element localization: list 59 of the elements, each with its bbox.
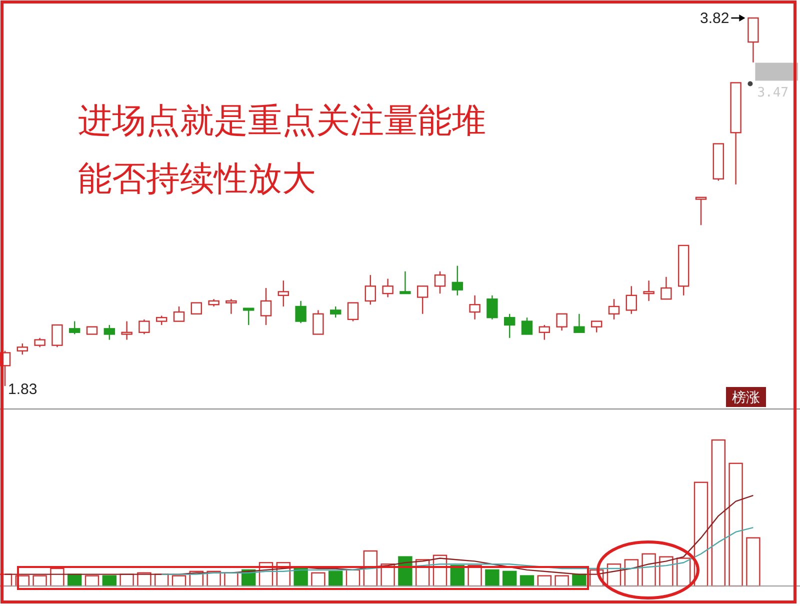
annotation: 3.82 [700, 10, 730, 27]
candlestick [330, 306, 342, 318]
bar [502, 570, 517, 587]
candlestick [486, 294, 498, 320]
candlestick [173, 306, 185, 322]
candlestick [16, 342, 28, 356]
candlestick [591, 320, 602, 333]
bar [711, 439, 726, 587]
candlestick [104, 324, 115, 340]
candlestick [138, 318, 150, 335]
bar [746, 537, 760, 587]
bar [311, 572, 326, 587]
candlestick [556, 313, 568, 332]
candlestick [364, 274, 376, 306]
candlestick [34, 337, 46, 348]
candlestick [52, 324, 63, 348]
bar [537, 575, 552, 587]
candlestick [434, 270, 446, 294]
candlestick [695, 196, 707, 226]
bar [32, 575, 47, 587]
text: 榜涨 [732, 390, 760, 406]
bar [554, 575, 569, 587]
bar [694, 482, 708, 587]
candlestick [121, 320, 132, 340]
bar [728, 462, 743, 587]
bar [520, 575, 534, 587]
candlestick [469, 294, 480, 320]
candlestick [226, 298, 237, 314]
candlestick [312, 310, 324, 335]
candlestick [626, 286, 637, 314]
candlestick [504, 313, 516, 339]
candlestick [521, 316, 533, 335]
candlestick [190, 302, 202, 314]
candlestick [400, 270, 411, 294]
candlestick [643, 280, 654, 302]
bar [102, 575, 116, 587]
bar [659, 556, 674, 587]
annotation: 能否持续性放大 [78, 159, 316, 199]
candlestick [574, 313, 585, 333]
candlestick [538, 324, 550, 340]
candlestick [156, 315, 168, 326]
candlestick [347, 302, 359, 322]
candlestick [295, 300, 306, 324]
candlestick [278, 280, 289, 308]
candlestick [417, 286, 428, 314]
candlestick [260, 287, 272, 326]
candlestick [660, 276, 672, 300]
candlestick [69, 320, 80, 335]
bar [642, 553, 656, 587]
bar [84, 575, 100, 587]
candlestick [382, 278, 394, 298]
annotation: 1.83 [8, 381, 38, 398]
annotation: 进场点就是重点关注量能堆 [78, 101, 486, 141]
bar [328, 570, 343, 587]
bar [172, 575, 186, 587]
bar [485, 569, 500, 587]
candlestick [243, 308, 254, 326]
candlestick [452, 265, 463, 296]
candlestick [608, 298, 620, 320]
